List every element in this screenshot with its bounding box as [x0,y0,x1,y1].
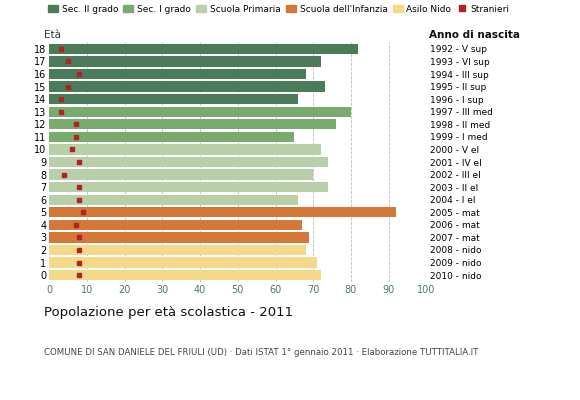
Bar [49,194,298,205]
Bar [49,220,302,230]
Bar [49,56,321,67]
Bar [49,132,295,142]
Text: Età: Età [44,30,60,40]
Bar [49,245,306,255]
Text: Popolazione per età scolastica - 2011: Popolazione per età scolastica - 2011 [44,306,293,319]
Bar [49,119,336,130]
Bar [49,82,325,92]
Bar [49,207,396,218]
Bar [49,232,310,242]
Text: COMUNE DI SAN DANIELE DEL FRIULI (UD) · Dati ISTAT 1° gennaio 2011 · Elaborazion: COMUNE DI SAN DANIELE DEL FRIULI (UD) · … [44,348,478,357]
Bar [49,270,321,280]
Bar [49,182,328,192]
Bar [49,94,298,104]
Bar [49,257,317,268]
Bar [49,44,358,54]
Bar [49,157,328,167]
Bar [49,106,351,117]
Legend: Sec. II grado, Sec. I grado, Scuola Primaria, Scuola dell'Infanzia, Asilo Nido, : Sec. II grado, Sec. I grado, Scuola Prim… [48,4,509,14]
Bar [49,69,306,79]
Bar [49,170,313,180]
Text: Anno di nascita: Anno di nascita [429,30,520,40]
Bar [49,144,321,154]
